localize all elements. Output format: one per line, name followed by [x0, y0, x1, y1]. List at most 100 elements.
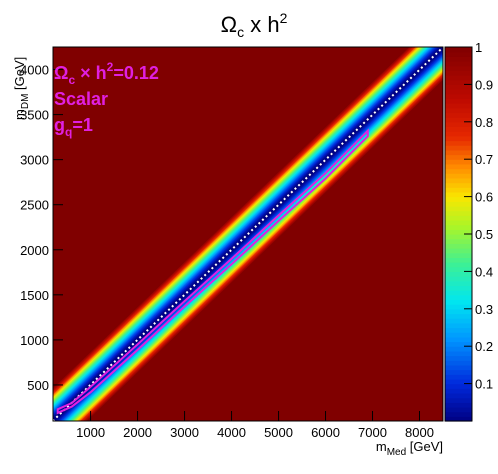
x-axis: 1000 2000 3000 4000 5000 6000 7000 8000 [76, 411, 434, 440]
y-tick-label: 500 [27, 378, 49, 393]
color-scale-segment [445, 154, 472, 160]
color-scale-segment [445, 224, 472, 230]
color-scale-segment [445, 318, 472, 324]
color-scale-segment [445, 187, 472, 193]
x-axis-title: mMed [GeV] [376, 439, 443, 458]
z-tick-label: 0.5 [475, 227, 493, 242]
color-scale-segment [445, 135, 472, 142]
color-scale-segment [445, 397, 472, 403]
color-scale-segment [445, 98, 472, 104]
color-scale-segment [445, 219, 472, 226]
color-scale-segment [445, 350, 472, 357]
color-scale-segment [445, 191, 472, 198]
color-scale-segment [445, 280, 472, 287]
color-scale-segment [445, 411, 472, 417]
plot-area [53, 47, 443, 421]
y-axis-title: mDM [GeV] [12, 57, 31, 120]
color-scale-segment [445, 257, 472, 263]
color-scale-segment [445, 215, 472, 221]
z-tick-label: 0.9 [475, 77, 493, 92]
color-scale-segment [445, 89, 472, 95]
color-scale-segment [445, 346, 472, 352]
color-scale-segment [445, 121, 472, 128]
x-tick-label: 5000 [264, 425, 293, 440]
color-scale-segment [445, 304, 472, 310]
plot-frame [52, 46, 444, 422]
color-scale-segment [445, 299, 472, 305]
heatmap-valley-core-dotted [53, 47, 443, 421]
color-scale-segment [445, 47, 472, 53]
color-scale-segment [445, 388, 472, 394]
y-tick-label: 1000 [20, 333, 49, 348]
color-scale-segment [445, 131, 472, 137]
relic-density-contour [56, 128, 369, 415]
y-tick-label: 3500 [20, 108, 49, 123]
color-scale-segment [445, 383, 472, 389]
color-scale-segment [445, 79, 472, 85]
y-tick-label: 4000 [20, 63, 49, 78]
annotation-coupling: gq=1 [54, 115, 93, 139]
x-tick-label: 6000 [311, 425, 340, 440]
color-scale-segment [445, 210, 472, 216]
color-scale: 0.1 0.2 0.3 0.4 0.5 0.6 0.7 0.8 0.9 1 [444, 40, 493, 422]
color-scale-segment [445, 327, 472, 333]
z-tick-label: 0.8 [475, 115, 493, 130]
y-tick-label: 3000 [20, 153, 49, 168]
color-scale-segment [445, 107, 472, 114]
color-scale-segment [445, 112, 472, 118]
annotation-mediator: Scalar [54, 89, 108, 109]
color-scale-segment [445, 392, 472, 399]
color-scale-segment [445, 252, 472, 258]
x-tick-label: 3000 [170, 425, 199, 440]
color-scale-segment [445, 75, 472, 81]
color-scale-segment [445, 65, 472, 71]
color-scale-segment [445, 322, 472, 329]
color-scale-segment [445, 271, 472, 277]
color-scale-segment [445, 70, 472, 76]
color-scale-segment [445, 140, 472, 146]
color-scale-segment [445, 369, 472, 375]
x-tick-label: 1000 [76, 425, 105, 440]
color-scale-segment [445, 290, 472, 296]
z-tick-label: 0.3 [475, 302, 493, 317]
color-scale-segment [445, 168, 472, 174]
color-scale-segment [445, 406, 472, 413]
color-scale-segment [445, 266, 472, 272]
color-scale-segment [445, 360, 472, 366]
color-scale-segment [445, 262, 472, 268]
x-tick-label: 8000 [405, 425, 434, 440]
color-scale-segment [445, 285, 472, 291]
z-tick-label: 0.1 [475, 377, 493, 392]
color-scale-segment [445, 163, 472, 170]
color-scale-segment [445, 84, 472, 90]
color-scale-segment [445, 308, 472, 315]
color-scale-segment [445, 341, 472, 347]
color-scale-segment [445, 103, 472, 109]
color-scale-segment [445, 416, 472, 422]
z-tick-label: 1 [475, 40, 482, 55]
color-scale-segment [445, 56, 472, 62]
color-scale-segment [445, 229, 472, 235]
color-scale-segment [445, 201, 472, 207]
z-tick-label: 0.2 [475, 339, 493, 354]
color-scale-segment [445, 402, 472, 408]
color-scale-segment [445, 238, 472, 244]
color-scale-segment [445, 93, 472, 100]
y-tick-label: 1500 [20, 288, 49, 303]
color-scale-segment [445, 61, 472, 67]
color-scale-segment [445, 276, 472, 282]
x-tick-label: 4000 [217, 425, 246, 440]
x-tick-label: 2000 [123, 425, 152, 440]
z-tick-label: 0.7 [475, 152, 493, 167]
color-scale-segment [445, 177, 472, 184]
y-tick-label: 2500 [20, 198, 49, 213]
z-tick-label: 0.4 [475, 264, 493, 279]
color-scale-segment [445, 205, 472, 212]
color-scale-segment [445, 117, 472, 123]
z-tick-label: 0.6 [475, 190, 493, 205]
color-scale-segment [445, 313, 472, 319]
color-scale-segment [445, 294, 472, 301]
color-scale-segment [445, 196, 472, 202]
color-scale-segment [445, 374, 472, 380]
